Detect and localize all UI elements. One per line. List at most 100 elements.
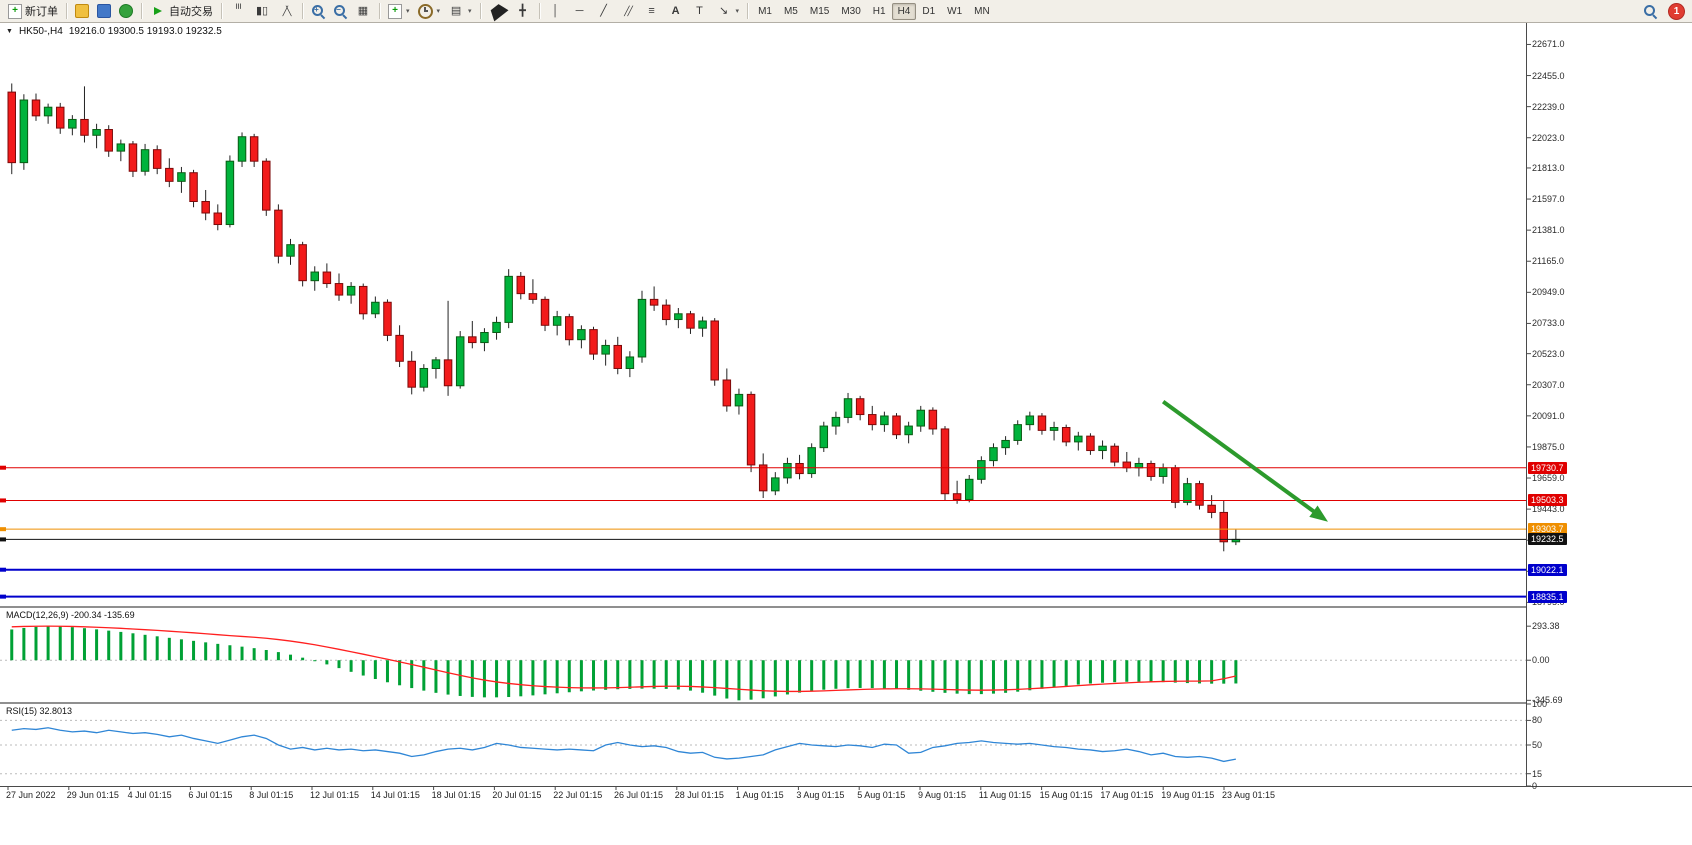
candle-body [19, 99, 29, 164]
candle-body [443, 359, 453, 387]
expert-advisors-button[interactable] [71, 0, 93, 23]
new-order-button[interactable]: + 新订单 [4, 0, 62, 23]
candle-body [1037, 415, 1047, 431]
macd-bar [628, 660, 632, 689]
candle-body [31, 99, 41, 117]
cursor-button[interactable] [485, 0, 511, 23]
timeframe-m1[interactable]: M1 [758, 5, 772, 17]
candle-body [928, 409, 938, 430]
notifications-badge[interactable]: 1 [1669, 3, 1684, 19]
timeframe-w1[interactable]: W1 [947, 5, 963, 17]
blue-user-icon [97, 4, 111, 18]
templates-button[interactable]: ▤ ▾ [444, 0, 476, 23]
candle-body [552, 316, 562, 326]
candle-body [758, 464, 768, 492]
trend-arrow[interactable] [1161, 399, 1322, 518]
fibo-icon: ≡ [648, 5, 655, 17]
horizontal-line-button[interactable]: ─ [568, 0, 592, 23]
candle-body [1025, 415, 1035, 426]
candle-body [674, 313, 683, 321]
macd-bar [1222, 660, 1226, 684]
periodicity-button[interactable]: ▾ [414, 0, 445, 23]
candle-body [686, 313, 695, 329]
toolbar-separator [66, 3, 67, 19]
macd-bar [1101, 660, 1105, 683]
yellow-box-icon [75, 4, 89, 18]
label-button[interactable]: T [688, 0, 712, 23]
level-handle[interactable] [0, 537, 6, 542]
zoom-in-button[interactable]: + [307, 0, 329, 23]
macd-bar [919, 660, 923, 691]
macd-bar [955, 660, 959, 694]
pane-separator-rsi[interactable] [0, 702, 1526, 704]
time-axis[interactable]: 27 Jun 2022 29 Jun 01:15 4 Jul 01:15 6 Jul … [0, 787, 1526, 809]
community-button[interactable] [93, 0, 115, 23]
chart-bars-button[interactable]: ≡ [226, 0, 250, 23]
candle-body [346, 285, 356, 296]
chevron-down-icon: ▾ [468, 8, 472, 15]
equidistant-channel-button[interactable]: ╱╱ [616, 0, 640, 23]
price-axis-label: 22239.0 [1532, 101, 1565, 112]
chevron-down-icon: ▾ [406, 8, 410, 15]
fibonacci-button[interactable]: ≡ [640, 0, 664, 23]
arrows-button[interactable]: ↘ ▾ [712, 0, 744, 23]
timeframe-m5[interactable]: M5 [783, 5, 798, 17]
mag-sign: − [336, 5, 341, 14]
macd-bar [192, 640, 196, 661]
macd-bar [1137, 660, 1141, 682]
price-level-badge: 18835.1 [1528, 590, 1567, 603]
chart-candles-button[interactable]: ▮▯ [250, 0, 274, 23]
crosshair-icon: ╋ [519, 5, 526, 17]
pane-separator-macd[interactable] [0, 606, 1526, 608]
timeframe-h1[interactable]: H1 [872, 5, 886, 17]
date-label: 12 Jul 01:15 [310, 790, 360, 800]
macd-bar [1185, 660, 1189, 684]
candle-body [1061, 427, 1071, 443]
macd-bar [967, 660, 971, 695]
chart-line-button[interactable]: ╱╲ [274, 0, 298, 23]
timeframe-m30[interactable]: M30 [841, 5, 861, 17]
macd-bar [616, 660, 620, 690]
macd-bar [713, 660, 717, 696]
tile-windows-button[interactable]: ▦ [351, 0, 375, 23]
metaquotes-button[interactable] [115, 0, 137, 23]
timeframe-mn[interactable]: MN [974, 5, 990, 17]
chart-collapse-icon[interactable]: ▼ [6, 28, 13, 35]
search-button[interactable] [1639, 0, 1661, 23]
timeframe-m15[interactable]: M15 [809, 5, 830, 17]
vertical-line-button[interactable]: │ [544, 0, 568, 23]
new-chart-icon: + [388, 3, 402, 19]
new-chart-button[interactable]: + ▾ [384, 0, 414, 23]
price-axis[interactable]: 22671.0 22455.0 22239.0 22023.0 21813.0 21597… [1527, 23, 1692, 791]
candles-icon: ▮▯ [255, 5, 269, 17]
date-label: 28 Jul 01:15 [674, 790, 724, 800]
chart-ohlc-values: 19216.0 19300.5 19193.0 19232.5 [68, 26, 222, 37]
timeframe-d1[interactable]: D1 [922, 5, 936, 17]
new-order-icon: + [8, 3, 22, 19]
timeframe-h4[interactable]: H4 [891, 2, 917, 20]
crosshair-button[interactable]: ╋ [511, 0, 535, 23]
candle-body [916, 409, 925, 427]
macd-bar [1088, 660, 1092, 684]
search-icon [1643, 4, 1657, 18]
trend-arrow-head[interactable] [1309, 505, 1328, 522]
text-button[interactable]: A [664, 0, 688, 23]
autotrading-button[interactable]: 自动交易 [146, 0, 217, 23]
candle-body [262, 160, 271, 211]
chevron-down-icon: ▾ [436, 8, 441, 15]
macd-bar [567, 660, 571, 693]
level-handle[interactable] [0, 498, 6, 503]
candle-body [577, 329, 586, 341]
level-handle[interactable] [0, 527, 6, 532]
chart-area[interactable]: ▼ HK50-,H4 19216.0 19300.5 19193.0 19232… [0, 23, 1692, 845]
level-handle[interactable] [0, 567, 6, 572]
macd-bar [95, 629, 99, 661]
level-handle[interactable] [0, 594, 6, 599]
candle-body [286, 244, 295, 257]
level-handle[interactable] [0, 465, 6, 470]
zoom-out-button[interactable]: − [329, 0, 351, 23]
candle-body [201, 200, 210, 214]
trendline-button[interactable]: ╱ [592, 0, 616, 23]
candle-body [589, 329, 598, 355]
